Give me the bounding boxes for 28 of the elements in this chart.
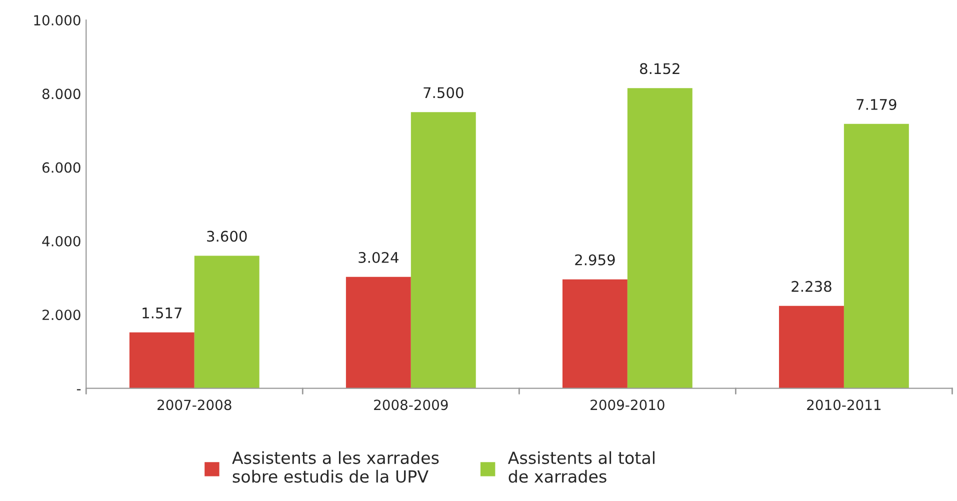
y-tick-label: 6.000 — [42, 162, 80, 173]
data-label: 2.238 — [792, 280, 832, 292]
bar — [844, 124, 909, 388]
y-tick-label: 8.000 — [42, 88, 80, 100]
bar — [779, 306, 844, 388]
x-tick-label: 2010-2011 — [807, 400, 881, 410]
bar — [627, 88, 692, 388]
x-tick-label: 2008-2009 — [374, 400, 448, 410]
x-tick-label: 2009-2010 — [590, 400, 664, 410]
y-tick-label: 10.000 — [34, 15, 80, 26]
x-tick-label: 2007-2008 — [158, 400, 232, 410]
bar — [346, 276, 411, 388]
data-label: 2.959 — [575, 254, 615, 266]
data-label: 7.500 — [424, 87, 464, 98]
y-tick-label: 4.000 — [42, 236, 80, 246]
bar — [129, 332, 194, 388]
bar — [562, 279, 628, 388]
bar — [194, 256, 260, 388]
data-label: 1.517 — [142, 308, 182, 318]
bar — [410, 112, 476, 388]
legend-label: Assistents al total de xarrades — [508, 451, 654, 483]
y-tick-label: - — [76, 389, 81, 390]
data-label: 7.179 — [856, 98, 896, 110]
data-label: 3.600 — [207, 230, 247, 242]
data-label: 8.152 — [640, 63, 680, 74]
y-tick-label: 2.000 — [42, 310, 80, 320]
data-label: 3.024 — [358, 252, 398, 263]
legend-label: Assistents a les xarrades sobre estudis de la UPV — [232, 451, 439, 483]
